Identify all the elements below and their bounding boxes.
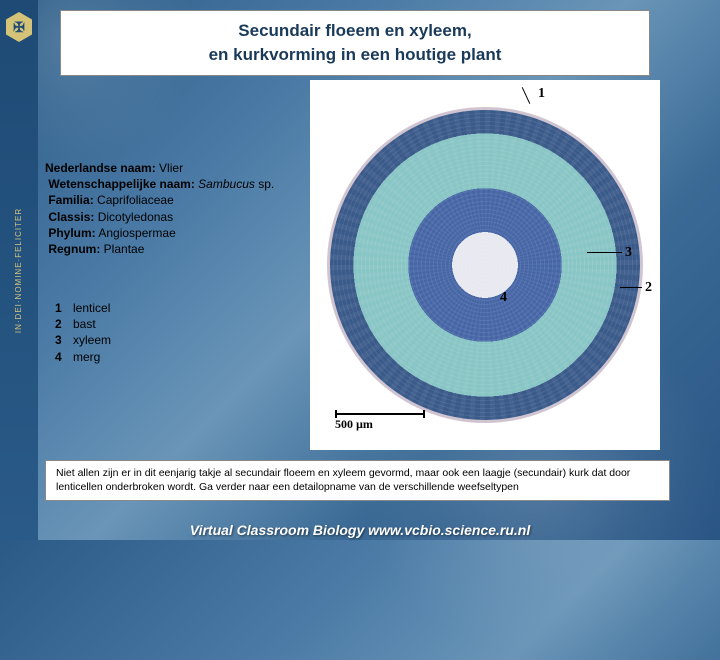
figure-label-2: 2 xyxy=(645,280,652,296)
legend-row: 4merg xyxy=(55,349,111,365)
legend-num-1: 1 xyxy=(55,300,73,316)
nl-label: Nederlandse naam: xyxy=(45,161,156,175)
page-title: Secundair floeem en xyleem, en kurkvormi… xyxy=(73,19,637,67)
familia-value: Caprifoliaceae xyxy=(94,193,174,207)
legend-label-2: bast xyxy=(73,316,96,332)
leader-2 xyxy=(620,287,642,288)
university-emblem: ✠ xyxy=(6,12,32,42)
classis-value: Dicotyledonas xyxy=(94,210,173,224)
sci-value-plain: sp. xyxy=(255,177,274,191)
phylum-value: Angiospermae xyxy=(96,226,176,240)
regnum-label: Regnum: xyxy=(48,242,100,256)
legend-label-1: lenticel xyxy=(73,300,110,316)
legend-num-4: 4 xyxy=(55,349,73,365)
emblem-icon: ✠ xyxy=(13,19,25,36)
caption-box: Niet allen zijn er in dit eenjarig takje… xyxy=(45,460,670,501)
sci-label: Wetenschappelijke naam: xyxy=(48,177,195,191)
legend-row: 3xyleem xyxy=(55,332,111,348)
nl-value: Vlier xyxy=(156,161,183,175)
stem-cross-section xyxy=(330,110,640,420)
classis-label: Classis: xyxy=(48,210,94,224)
legend-num-3: 3 xyxy=(55,332,73,348)
legend-row: 1lenticel xyxy=(55,300,111,316)
title-line-2: en kurkvorming in een houtige plant xyxy=(209,45,502,64)
regnum-value: Plantae xyxy=(100,242,144,256)
scale-line xyxy=(335,413,425,415)
figure-label-4: 4 xyxy=(500,290,507,306)
leader-3 xyxy=(587,252,622,253)
legend-label-3: xyleem xyxy=(73,332,111,348)
micrograph-panel: 1 2 3 4 500 µm xyxy=(310,80,660,450)
legend-label-4: merg xyxy=(73,349,100,365)
title-line-1: Secundair floeem en xyleem, xyxy=(238,21,471,40)
figure-label-1: 1 xyxy=(538,86,545,102)
sci-value-italic: Sambucus xyxy=(195,177,255,191)
section-texture xyxy=(330,110,640,420)
left-sidebar: ✠ IN·DEI·NOMINE·FELICITER xyxy=(0,0,38,540)
footer-credit: Virtual Classroom Biology www.vcbio.scie… xyxy=(0,522,720,538)
scale-bar: 500 µm xyxy=(335,413,425,432)
familia-label: Familia: xyxy=(48,193,93,207)
phylum-label: Phylum: xyxy=(48,226,95,240)
taxonomy-block: Nederlandse naam: Vlier Wetenschappelijk… xyxy=(45,160,274,257)
legend-row: 2bast xyxy=(55,316,111,332)
scale-text: 500 µm xyxy=(335,417,425,432)
leader-1 xyxy=(522,87,531,104)
sidebar-motto: IN·DEI·NOMINE·FELICITER xyxy=(15,207,24,332)
caption-text: Niet allen zijn er in dit eenjarig takje… xyxy=(56,467,630,493)
figure-label-3: 3 xyxy=(625,245,632,261)
legend-block: 1lenticel 2bast 3xyleem 4merg xyxy=(55,300,111,365)
legend-num-2: 2 xyxy=(55,316,73,332)
title-box: Secundair floeem en xyleem, en kurkvormi… xyxy=(60,10,650,76)
